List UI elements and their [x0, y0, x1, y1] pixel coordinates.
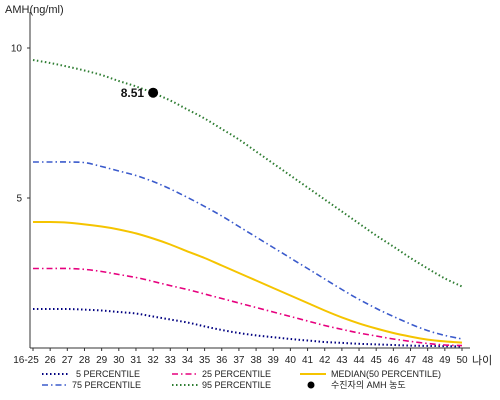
x-tick-label: 32: [148, 355, 160, 366]
y-axis-title: AMH(ng/ml): [5, 4, 64, 16]
legend-marker-dot: [307, 381, 315, 389]
x-tick-label: 40: [285, 355, 297, 366]
x-tick-label: 31: [130, 355, 142, 366]
x-tick-label: 35: [199, 355, 211, 366]
x-tick-label: 45: [371, 355, 383, 366]
legend-label: 25 PERCENTILE: [202, 369, 271, 379]
x-tick-group: 16-25 26 27 28 29 30 31 32 33 34 35 36 37 38 39 40 41 42 4…: [13, 348, 468, 366]
x-tick-label: 42: [319, 355, 331, 366]
legend-label: MEDIAN(50 PERCENTILE): [331, 369, 441, 379]
series-line: [33, 267, 463, 347]
x-tick-label: 28: [79, 355, 91, 366]
x-tick-label: 49: [439, 355, 451, 366]
x-tick-label: 27: [62, 355, 74, 366]
x-tick-label: 43: [336, 355, 348, 366]
x-tick-label: 46: [388, 355, 400, 366]
legend-label: 95 PERCENTILE: [202, 380, 271, 390]
y-tick-label: 10: [11, 44, 23, 55]
legend-label: 5 PERCENTILE: [76, 369, 140, 379]
x-tick-label: 34: [182, 355, 194, 366]
x-tick-label: 41: [302, 355, 314, 366]
series-line: [33, 307, 463, 348]
x-tick-label: 16-25: [13, 355, 39, 366]
series-line: [32, 220, 463, 344]
legend-label: 75 PERCENTILE: [72, 380, 141, 390]
x-tick-label: 37: [233, 355, 245, 366]
legend-marker-label: 수진자의 AMH 농도: [331, 380, 406, 390]
x-tick-label: 26: [45, 355, 57, 366]
patient-marker-label: 8.51: [121, 86, 145, 100]
patient-marker-group: 8.51: [121, 86, 159, 100]
x-tick-label: 38: [251, 355, 263, 366]
x-tick-label: 39: [268, 355, 280, 366]
series-line: [32, 59, 463, 288]
y-tick-group: 10 5: [11, 44, 30, 205]
patient-marker-dot: [148, 87, 159, 98]
x-tick-label: 29: [96, 355, 108, 366]
series-line: [33, 161, 463, 340]
x-tick-label: 36: [216, 355, 228, 366]
x-axis-title: 나이: [472, 354, 492, 367]
x-tick-label: 33: [165, 355, 177, 366]
x-tick-label: 30: [113, 355, 125, 366]
y-tick-label: 5: [16, 194, 22, 205]
x-tick-label: 47: [405, 355, 417, 366]
legend: 5 PERCENTILE 25 PERCENTILE MEDIAN(50 PERCE…: [42, 369, 441, 390]
x-tick-label: 48: [422, 355, 434, 366]
x-tick-label: 44: [353, 355, 365, 366]
x-tick-label: 50: [456, 355, 468, 366]
series-group: [32, 59, 463, 348]
